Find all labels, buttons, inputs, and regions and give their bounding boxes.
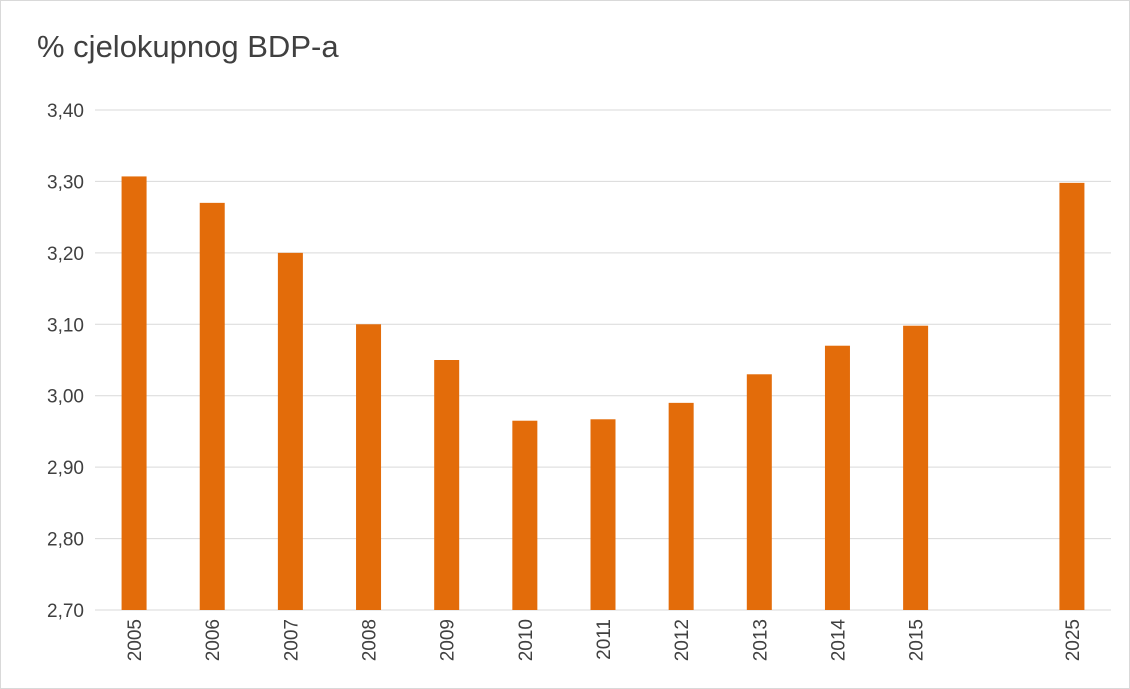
y-tick-label: 3,30 (47, 172, 84, 193)
y-tick-label: 2,80 (47, 530, 84, 551)
x-tick-label: 2025 (1063, 619, 1084, 661)
bar-2007 (277, 252, 303, 610)
x-tick-label: 2008 (360, 619, 381, 661)
y-tick-label: 3,40 (47, 101, 84, 122)
bar-2006 (199, 202, 225, 610)
bar-2012 (668, 402, 694, 610)
x-tick-label: 2009 (438, 619, 459, 661)
y-tick-label: 3,10 (47, 315, 84, 336)
x-tick-label: 2006 (203, 619, 224, 661)
chart-title: % cjelokupnog BDP-a (37, 29, 339, 64)
x-tick-label: 2014 (828, 619, 849, 662)
bar-2009 (434, 360, 460, 610)
bar-2013 (746, 374, 772, 610)
y-tick-label: 2,70 (47, 601, 84, 622)
bar-2025 (1059, 182, 1085, 610)
bar-2010 (512, 420, 538, 610)
y-tick-label: 2,90 (47, 458, 84, 479)
x-tick-label: 2007 (281, 619, 302, 661)
y-tick-label: 3,20 (47, 244, 84, 265)
y-tick-label: 3,00 (47, 387, 84, 408)
bar-2014 (824, 345, 850, 610)
x-tick-label: 2013 (750, 619, 771, 661)
x-tick-label: 2015 (907, 619, 928, 661)
x-tick-label: 2005 (125, 619, 146, 661)
x-tick-label: 2011 (594, 619, 615, 660)
bar-2011 (590, 419, 616, 610)
bar-2015 (903, 325, 929, 610)
x-tick-label: 2010 (516, 619, 537, 661)
bar-2005 (121, 176, 147, 610)
x-tick-label: 2012 (672, 619, 693, 661)
bar-2008 (356, 324, 382, 610)
